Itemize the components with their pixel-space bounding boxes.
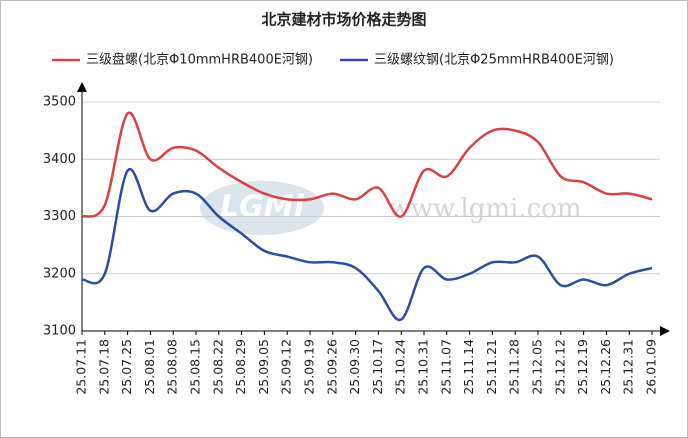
x-tick-label: 25.09.30 (347, 339, 362, 395)
x-tick-label: 25.12.05 (530, 339, 545, 395)
x-tick-label: 25.11.07 (438, 339, 453, 395)
y-axis-arrow (77, 82, 87, 92)
y-tick-label: 3400 (43, 152, 76, 167)
series-line (81, 111, 653, 218)
watermark-logo-shape (200, 181, 324, 235)
x-tick-label: 25.08.29 (233, 339, 248, 395)
series-line (81, 167, 653, 322)
x-tick-label: 25.12.31 (621, 339, 636, 395)
y-tick-label: 3100 (43, 324, 76, 339)
x-tick-label: 25.11.14 (461, 339, 476, 395)
legend-label: 三级螺纹钢(北京Φ25mmHRB400E河钢) (374, 53, 614, 68)
x-tick-label: 25.12.19 (575, 339, 590, 395)
legend-label: 三级盘螺(北京Φ10mmHRB400E河钢) (86, 52, 313, 68)
x-tick-label: 25.08.01 (142, 339, 157, 395)
x-tick-label: 25.12.12 (552, 339, 567, 395)
y-tick-label: 3200 (43, 266, 76, 281)
x-tick-label: 25.08.22 (210, 339, 225, 395)
x-tick-label: 25.08.15 (188, 339, 203, 395)
x-tick-label: 25.09.05 (256, 339, 271, 395)
x-axis-arrow (660, 326, 670, 336)
y-tick-label: 3300 (43, 209, 76, 224)
x-tick-label: 25.07.11 (74, 339, 89, 395)
watermark-text: www.lgmi.com (388, 194, 581, 224)
watermark-logo: LGMi (220, 190, 305, 225)
x-tick-label: 25.07.18 (96, 339, 111, 395)
watermark: LGMi www.lgmi.com (200, 181, 582, 235)
x-tick-label: 25.10.31 (416, 339, 431, 395)
chart-title: 北京建材市场价格走势图 (261, 11, 426, 29)
y-tick-label: 3500 (43, 95, 76, 110)
x-tick-label: 25.10.24 (393, 339, 408, 395)
x-tick-label: 25.09.19 (302, 339, 317, 395)
x-tick-label: 25.12.26 (598, 339, 613, 395)
x-tick-label: 25.09.26 (324, 339, 339, 395)
x-tick-label: 25.10.17 (370, 339, 385, 395)
x-tick-label: 25.11.28 (507, 339, 522, 395)
x-tick-label: 26.01.09 (644, 339, 659, 395)
x-tick-label: 25.07.25 (119, 339, 134, 395)
x-tick-label: 25.11.21 (484, 339, 499, 395)
x-tick-label: 25.08.08 (165, 339, 180, 395)
x-tick-label: 25.09.12 (279, 339, 294, 395)
